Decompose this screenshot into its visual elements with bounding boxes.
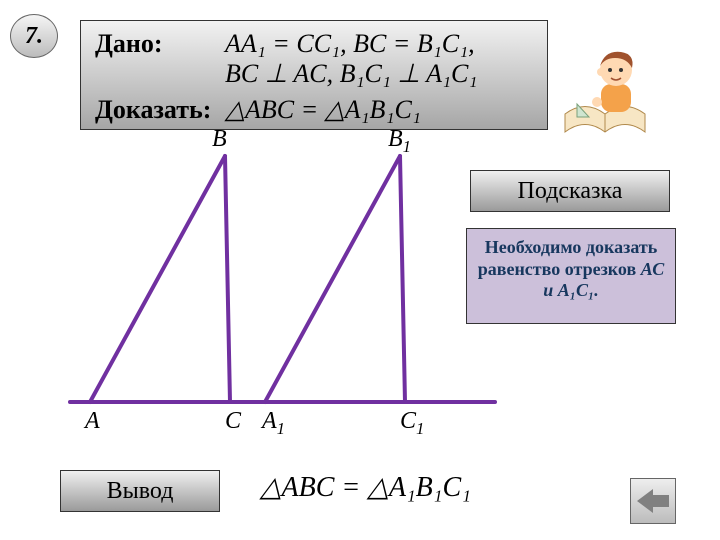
result-formula: △ABC = △A₁B₁C₁ bbox=[260, 470, 471, 504]
hint-text: Необходимо доказать равенство отрезков bbox=[478, 237, 658, 279]
prove-label: Доказать: bbox=[95, 95, 215, 125]
given-line-1: AA₁ = CC₁, BC = B₁C₁, bbox=[225, 29, 475, 59]
given-label: Дано: bbox=[95, 29, 215, 59]
vertex-label-A1: А1 bbox=[262, 408, 285, 439]
problem-number: 7. bbox=[25, 23, 43, 50]
diagram-area: АВСА1В1С1 bbox=[70, 150, 500, 430]
prove-formula: △ABC = △A₁B₁C₁ bbox=[225, 95, 421, 125]
nav-back-button[interactable] bbox=[630, 478, 676, 524]
vertex-label-C: С bbox=[225, 408, 241, 435]
prove-row: Доказать: △ABC = △A₁B₁C₁ bbox=[95, 95, 533, 125]
given-box: Дано: AA₁ = CC₁, BC = B₁C₁, BC ⊥ AC, B₁C… bbox=[80, 20, 548, 130]
conclusion-button[interactable]: Вывод bbox=[60, 470, 220, 512]
hint-button[interactable]: Подсказка bbox=[470, 170, 670, 212]
diagram-svg bbox=[70, 150, 500, 430]
arrow-left-icon bbox=[635, 487, 671, 515]
given-line-2: BC ⊥ AC, B₁C₁ ⊥ A₁C₁ bbox=[225, 59, 477, 89]
hint-button-label: Подсказка bbox=[518, 178, 623, 205]
vertex-label-C1: С1 bbox=[400, 408, 424, 439]
vertex-label-B: В bbox=[212, 126, 227, 153]
given-row-2: BC ⊥ AC, B₁C₁ ⊥ A₁C₁ bbox=[95, 59, 533, 89]
vertex-label-B1: В1 bbox=[388, 126, 411, 157]
problem-number-badge: 7. bbox=[10, 14, 58, 58]
student-clipart bbox=[555, 44, 655, 139]
conclusion-button-label: Вывод bbox=[107, 478, 174, 505]
vertex-label-A: А bbox=[85, 408, 100, 435]
given-row-1: Дано: AA₁ = CC₁, BC = B₁C₁, bbox=[95, 29, 533, 59]
